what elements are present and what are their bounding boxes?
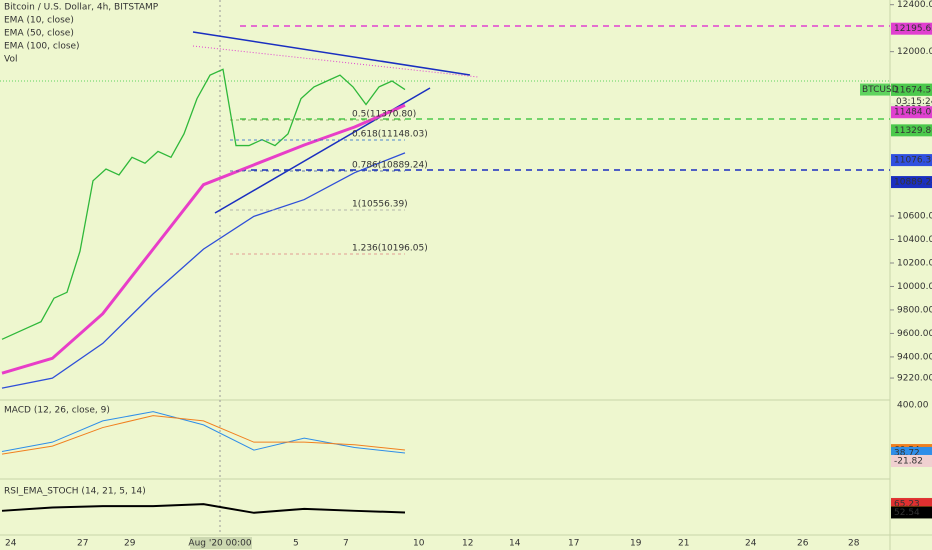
price-tag [891, 124, 932, 137]
fib-label: 1(10556.39) [352, 200, 408, 210]
price-tag-label: -21.82 [894, 456, 923, 466]
y-tick-label: 10400.00 [897, 235, 932, 245]
trendline [192, 31, 471, 76]
x-tick-label: 14 [509, 539, 521, 549]
x-tick-label: 29 [124, 539, 136, 549]
x-tick-label: 10 [413, 539, 425, 549]
pane-title: MACD (12, 26, close, 9) [4, 406, 110, 416]
fib-label: 1.236(10196.05) [352, 244, 428, 254]
rsi-line [1, 503, 406, 514]
fib-label: 0.5(11370.80) [352, 110, 416, 120]
price-line [1, 152, 406, 389]
indicator-label: EMA (10, close) [4, 16, 74, 26]
price-tag-label: 11329.80 [894, 126, 932, 136]
x-tick-label: 24 [5, 539, 17, 549]
pane-title: RSI_EMA_STOCH (14, 21, 5, 14) [4, 487, 146, 497]
price-tag-label: 11674.57 [894, 85, 932, 95]
y-tick-label: 10000.00 [897, 282, 932, 292]
x-tick-label: 7 [343, 539, 349, 549]
price-tag-label: 10889.24 [894, 178, 932, 188]
y-tick-label: 9400.00 [897, 352, 932, 362]
price-tag-label: 12195.62 [894, 24, 932, 34]
price-line [1, 68, 406, 340]
price-tag [891, 506, 932, 519]
y-tick-label: 9600.00 [897, 329, 932, 339]
price-tag-label: 52.54 [894, 508, 920, 518]
price-tag-label: 11484.07 [894, 108, 932, 118]
price-tag-label: 38.72 [894, 448, 920, 458]
macd-line [1, 415, 406, 455]
y-tick-label: 12400.00 [897, 0, 932, 10]
y-tick-label: 9800.00 [897, 305, 932, 315]
fib-label: 0.618(11148.03) [352, 130, 428, 140]
price-line [1, 103, 406, 375]
x-tick-label: 28 [848, 539, 860, 549]
y-tick-label: 400.00 [897, 400, 929, 410]
x-tick-label: 12 [462, 539, 473, 549]
y-tick-label: 9220.00 [897, 374, 932, 384]
price-tag-label: 11076.36 [894, 156, 932, 166]
price-tag [891, 83, 932, 96]
x-tick-label: 19 [630, 539, 642, 549]
price-tag [891, 106, 932, 119]
symbol-title: Bitcoin / U.S. Dollar, 4h, BITSTAMP [4, 3, 159, 13]
crosshair-label-bg [190, 537, 252, 549]
countdown: 03:15:24 [896, 97, 932, 107]
indicator-label: Vol [4, 55, 17, 65]
indicator-label: EMA (50, close) [4, 29, 74, 39]
price-tag-label: 65.23 [894, 500, 920, 510]
price-tag [891, 154, 932, 167]
price-tag [891, 454, 932, 467]
y-tick-label: 10600.00 [897, 212, 932, 222]
x-tick-label: 27 [77, 539, 88, 549]
symbol-tag-label: BTCUSD [862, 85, 899, 95]
price-tag [891, 22, 932, 35]
symbol-tag [860, 83, 890, 96]
x-tick-label: Aug '20 00:00 [188, 539, 251, 549]
x-tick-label: 21 [678, 539, 689, 549]
x-tick-label: 5 [293, 539, 299, 549]
y-tick-label: 10200.00 [897, 258, 932, 268]
x-tick-label: 24 [745, 539, 757, 549]
indicator-label: EMA (100, close) [4, 42, 80, 52]
x-tick-label: 26 [797, 539, 809, 549]
y-tick-label: 12000.00 [897, 47, 932, 57]
price-tag [891, 176, 932, 189]
x-tick-label: 17 [568, 539, 579, 549]
fib-label: 0.786(10889.24) [352, 161, 428, 171]
